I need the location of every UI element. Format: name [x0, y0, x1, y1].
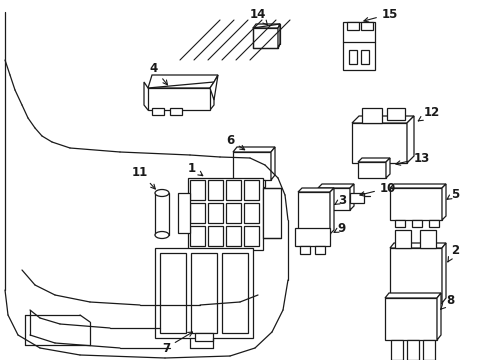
Text: 8: 8: [440, 293, 453, 309]
Bar: [406, 340, 418, 360]
Bar: [254, 180, 264, 187]
Bar: [225, 203, 241, 223]
Bar: [361, 108, 381, 123]
Polygon shape: [317, 184, 353, 188]
Bar: [294, 228, 329, 246]
Bar: [419, 230, 435, 248]
Bar: [190, 226, 204, 246]
Polygon shape: [441, 184, 445, 220]
Bar: [160, 253, 185, 333]
Bar: [349, 193, 363, 203]
Bar: [351, 123, 406, 163]
Polygon shape: [232, 147, 274, 152]
Bar: [252, 28, 278, 48]
Bar: [411, 220, 421, 227]
Text: 1: 1: [187, 162, 203, 176]
Bar: [384, 298, 436, 340]
Bar: [148, 88, 209, 110]
Bar: [178, 193, 190, 233]
Polygon shape: [406, 116, 413, 163]
Bar: [190, 180, 204, 200]
Bar: [297, 192, 329, 234]
Text: 10: 10: [359, 181, 395, 196]
Bar: [357, 162, 385, 178]
Bar: [207, 226, 223, 246]
Bar: [170, 108, 182, 115]
Polygon shape: [389, 184, 445, 188]
Bar: [263, 188, 281, 238]
Bar: [155, 193, 169, 235]
Text: 6: 6: [225, 134, 244, 150]
Ellipse shape: [155, 189, 169, 197]
Polygon shape: [148, 75, 218, 88]
Bar: [244, 203, 259, 223]
Bar: [238, 180, 247, 187]
Polygon shape: [349, 184, 353, 210]
Bar: [187, 178, 263, 250]
Text: 5: 5: [446, 188, 458, 201]
Bar: [394, 230, 410, 248]
Bar: [342, 22, 374, 70]
Bar: [422, 340, 434, 360]
Bar: [317, 188, 349, 210]
Bar: [155, 248, 252, 338]
Bar: [195, 333, 213, 341]
Polygon shape: [385, 158, 389, 178]
Bar: [244, 180, 259, 200]
Bar: [428, 220, 438, 227]
Bar: [389, 248, 441, 303]
Polygon shape: [143, 82, 214, 110]
Polygon shape: [270, 147, 274, 180]
Bar: [314, 246, 325, 254]
Bar: [152, 108, 163, 115]
Ellipse shape: [155, 231, 169, 239]
Polygon shape: [357, 158, 389, 162]
Bar: [390, 340, 402, 360]
Bar: [225, 226, 241, 246]
Text: 13: 13: [395, 152, 429, 165]
Bar: [207, 203, 223, 223]
Bar: [207, 180, 223, 200]
Bar: [389, 188, 441, 220]
Polygon shape: [297, 188, 333, 192]
Polygon shape: [441, 243, 445, 303]
Polygon shape: [209, 75, 218, 100]
Text: 2: 2: [447, 243, 458, 262]
Bar: [225, 180, 241, 200]
Bar: [386, 108, 404, 120]
Text: 9: 9: [333, 221, 346, 234]
Bar: [244, 226, 259, 246]
Polygon shape: [351, 116, 413, 123]
Polygon shape: [436, 293, 440, 340]
Polygon shape: [384, 293, 440, 298]
Bar: [232, 152, 270, 180]
Polygon shape: [278, 24, 280, 48]
Text: 15: 15: [363, 8, 397, 22]
Bar: [348, 50, 356, 64]
Bar: [360, 50, 368, 64]
Polygon shape: [329, 188, 333, 234]
Bar: [366, 163, 384, 173]
Bar: [222, 253, 247, 333]
Polygon shape: [252, 24, 280, 28]
Text: 4: 4: [149, 62, 167, 85]
Bar: [394, 220, 404, 227]
Polygon shape: [389, 243, 445, 248]
Bar: [299, 246, 309, 254]
Text: 7: 7: [162, 332, 192, 355]
Text: 11: 11: [132, 166, 155, 189]
Bar: [346, 22, 358, 30]
Text: 12: 12: [417, 105, 439, 121]
Bar: [191, 253, 217, 333]
Text: 3: 3: [334, 194, 346, 207]
Bar: [360, 22, 372, 30]
Bar: [190, 203, 204, 223]
Text: 14: 14: [249, 8, 267, 26]
Bar: [305, 234, 317, 242]
